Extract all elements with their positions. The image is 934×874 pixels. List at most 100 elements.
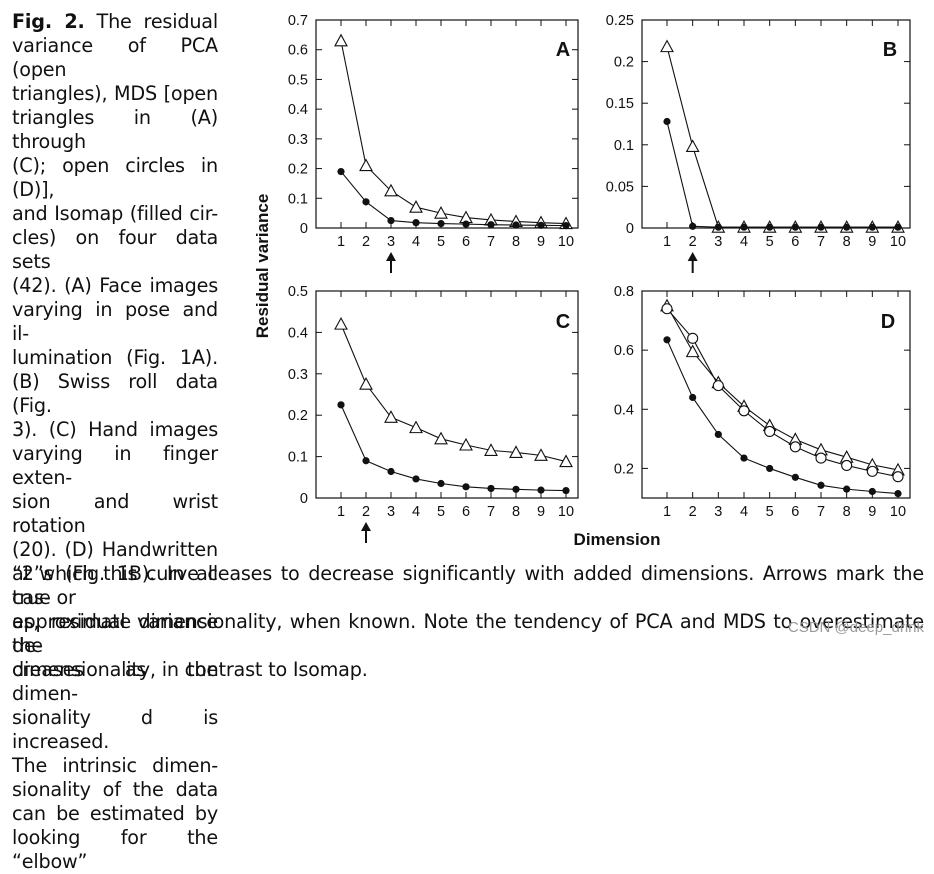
caption-side-line: The intrinsic dimen- <box>12 754 218 777</box>
series-line <box>340 404 567 492</box>
data-point-filled-circle <box>766 223 774 231</box>
data-point-filled-circle <box>487 484 495 493</box>
data-point-filled-circle <box>894 489 902 498</box>
x-tick-label: 6 <box>791 234 799 250</box>
x-tick-label: 3 <box>714 504 722 520</box>
panel-frame <box>641 19 911 229</box>
caption-side-line: (B) Swiss roll data (Fig. <box>12 370 218 417</box>
series-line <box>666 46 898 228</box>
data-point-filled-circle <box>894 223 902 231</box>
data-point-filled-circle <box>766 464 774 473</box>
x-tick-label: 9 <box>537 504 545 520</box>
y-tick-label: 0.4 <box>288 102 308 118</box>
data-point-filled-circle <box>663 336 671 344</box>
panel-label: D <box>881 311 895 333</box>
x-tick-label: 7 <box>817 234 825 250</box>
x-tick-label: 8 <box>843 504 851 520</box>
data-point-triangle <box>685 139 700 153</box>
x-tick-label: 9 <box>537 234 545 250</box>
caption-side-line: variance of PCA (open <box>12 34 218 81</box>
data-point-filled-circle <box>412 475 420 483</box>
x-tick-label: 7 <box>487 234 495 250</box>
panel-label: C <box>556 311 570 333</box>
data-point-filled-circle <box>362 457 370 465</box>
data-point-filled-circle <box>868 223 876 231</box>
data-point-open-circle <box>892 471 904 483</box>
data-point-triangle <box>660 39 674 53</box>
data-point-triangle <box>334 33 348 47</box>
data-point-filled-circle <box>663 117 671 126</box>
dimensionality-arrow <box>386 252 396 273</box>
data-point-filled-circle <box>512 485 520 493</box>
data-point-triangle <box>434 431 448 445</box>
y-tick-label: 0.2 <box>614 461 634 477</box>
y-tick-label: 0.1 <box>614 138 634 154</box>
data-point-filled-circle <box>562 486 570 495</box>
caption-side-line: (20). (D) Handwritten <box>12 538 218 561</box>
y-tick-label: 0.5 <box>288 284 308 300</box>
x-tick-label: 1 <box>663 504 671 520</box>
y-tick-label: 0.2 <box>288 408 308 424</box>
data-point-triangle <box>459 437 473 451</box>
caption-side-line: triangles), MDS [open <box>12 82 218 105</box>
arrow-head <box>361 522 371 531</box>
x-tick-label: 9 <box>868 504 876 520</box>
caption-side-line: sionality of the data <box>12 778 218 801</box>
caption-side-line: “2”s (Fig. 1B). In all cas- <box>12 562 218 609</box>
x-tick-label: 7 <box>817 504 825 520</box>
data-point-filled-circle <box>462 220 470 228</box>
data-point-filled-circle <box>689 393 697 402</box>
x-tick-label: 4 <box>412 234 420 250</box>
data-point-filled-circle <box>387 467 395 476</box>
data-point-filled-circle <box>362 198 370 206</box>
panel-D: 0.2 0.4 0.6 0.8 1 2 3 4 5 6 7 8 9 10 D <box>614 284 911 520</box>
watermark: CSDN @deep_drink <box>787 619 924 636</box>
panel-label: A <box>556 39 570 61</box>
data-point-open-circle <box>687 332 699 344</box>
data-point-filled-circle <box>740 454 748 462</box>
data-point-open-circle <box>764 425 776 438</box>
x-tick-label: 10 <box>558 234 574 250</box>
x-tick-label: 10 <box>890 504 906 520</box>
x-tick-label: 5 <box>437 234 445 250</box>
caption-side-line: 3). (C) Hand images <box>12 418 218 441</box>
x-axis-label: Dimension <box>574 530 661 549</box>
x-tick-label: 9 <box>868 234 876 250</box>
series-line <box>340 171 567 227</box>
data-point-filled-circle <box>791 223 799 231</box>
y-tick-label: 0.4 <box>614 402 634 418</box>
data-point-filled-circle <box>412 219 420 227</box>
data-point-filled-circle <box>437 219 445 228</box>
x-tick-label: 4 <box>412 504 420 520</box>
data-point-filled-circle <box>714 430 722 439</box>
data-point-triangle <box>409 200 423 213</box>
data-point-filled-circle <box>689 222 697 230</box>
x-tick-label: 8 <box>512 234 520 250</box>
caption-side-line: (C); open circles in (D)], <box>12 154 218 201</box>
x-tick-label: 2 <box>689 504 697 520</box>
data-point-filled-circle <box>868 487 876 496</box>
data-point-triangle <box>384 410 398 423</box>
data-point-triangle <box>534 448 548 461</box>
y-tick-label: 0.2 <box>614 55 634 71</box>
x-tick-label: 1 <box>337 504 345 520</box>
data-point-triangle <box>434 205 448 219</box>
x-tick-label: 2 <box>689 234 697 250</box>
caption-side-line: triangles in (A) through <box>12 106 218 153</box>
y-tick-label: 0.3 <box>288 132 308 148</box>
series-line <box>666 339 899 495</box>
data-point-triangle <box>509 445 523 459</box>
data-point-filled-circle <box>817 481 825 489</box>
data-point-triangle <box>359 158 373 172</box>
y-tick-label: 0.4 <box>288 325 308 341</box>
data-point-filled-circle <box>437 479 445 488</box>
data-point-filled-circle <box>843 485 851 493</box>
y-tick-label: 0.2 <box>288 162 308 178</box>
caption-side-line: cles) on four data sets <box>12 226 218 273</box>
y-tick-label: 0.7 <box>288 13 308 29</box>
y-tick-label: 0.5 <box>288 72 308 88</box>
data-point-triangle <box>359 377 373 390</box>
x-tick-label: 8 <box>843 234 851 250</box>
caption-side-line: Fig. 2. The residual <box>12 10 218 33</box>
data-point-open-circle <box>815 452 827 464</box>
